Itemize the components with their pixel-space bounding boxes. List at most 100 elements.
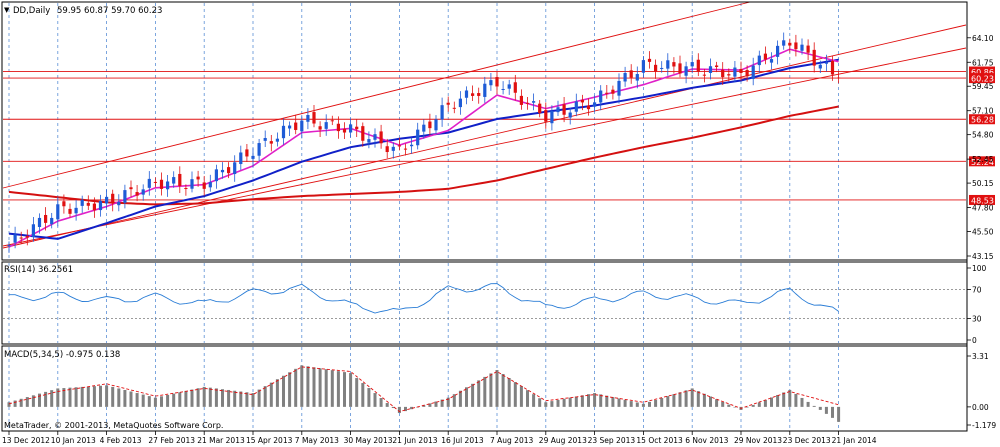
- x-tick-label: 10 Jan 2013: [51, 436, 96, 445]
- macd-bar: [166, 394, 170, 407]
- candle-body: [13, 234, 17, 243]
- macd-bar: [770, 397, 773, 407]
- macd-bar: [373, 393, 377, 407]
- rsi-panel[interactable]: [3, 283, 966, 319]
- candle-body: [800, 44, 804, 51]
- macd-bar: [727, 404, 731, 407]
- candle-body: [721, 69, 725, 78]
- candle-body: [147, 178, 151, 188]
- candle-body: [464, 90, 469, 98]
- x-tick-label: 6 Nov 2013: [685, 436, 728, 445]
- macd-bar: [221, 389, 224, 407]
- candle-body: [635, 74, 639, 81]
- candle-body: [196, 176, 200, 180]
- candle-body: [281, 125, 286, 139]
- dropdown-icon[interactable]: ▼: [4, 6, 10, 14]
- x-tick-label: 30 May 2013: [344, 436, 393, 445]
- candle-body: [257, 143, 261, 156]
- macd-bar: [74, 387, 78, 407]
- rsi-line: [9, 283, 839, 314]
- macd-bar: [428, 403, 432, 407]
- candle-body: [288, 125, 292, 129]
- candle-body: [428, 121, 432, 129]
- symbol-label: DD,Daily: [13, 6, 50, 16]
- candle-body: [788, 42, 792, 46]
- candle-body: [586, 105, 591, 110]
- candle-body: [391, 146, 395, 151]
- panel-frames: [1, 1, 968, 432]
- x-tick-label: 7 May 2013: [295, 436, 339, 445]
- candle-body: [367, 139, 371, 143]
- macd-bar: [721, 401, 725, 407]
- candle-body: [580, 99, 584, 103]
- macd-bar: [599, 394, 603, 407]
- macd-bar: [587, 394, 590, 407]
- macd-bar: [397, 406, 401, 414]
- level-price-label: 56.28: [971, 116, 994, 125]
- macd-bar: [275, 379, 279, 407]
- candle-body: [80, 199, 84, 206]
- level-price-tag: [969, 194, 995, 205]
- candle-body: [641, 60, 645, 73]
- candle-body: [471, 93, 475, 96]
- candle-body: [440, 105, 444, 120]
- candle-body: [123, 190, 127, 203]
- candle-body: [702, 74, 706, 76]
- candle-body: [220, 169, 225, 173]
- rsi-tick-label: 100: [972, 264, 987, 273]
- macd-panel[interactable]: [7, 365, 841, 422]
- level-price-tag: [969, 73, 995, 84]
- macd-bar: [776, 394, 780, 407]
- macd-bar: [257, 389, 261, 407]
- price-tick-label: 52.45: [972, 155, 994, 164]
- macd-bar: [837, 406, 841, 422]
- macd-bar: [513, 382, 517, 407]
- candle-body: [507, 84, 511, 89]
- macd-bar: [745, 406, 749, 408]
- candle-body: [385, 146, 389, 153]
- candle-body: [330, 120, 334, 122]
- candle-body: [300, 120, 304, 132]
- candle-body: [769, 59, 774, 63]
- candle-body: [294, 122, 298, 130]
- macd-bar: [635, 402, 639, 407]
- macd-bar: [733, 406, 737, 408]
- macd-bar: [68, 387, 72, 407]
- candle-body: [355, 126, 359, 130]
- macd-tick-label: -1.179: [972, 421, 996, 430]
- macd-label: MACD(5,34,5) -0.975 0.138: [4, 350, 120, 360]
- candle-body: [763, 53, 767, 60]
- macd-bar: [391, 406, 395, 409]
- macd-bar: [544, 402, 548, 407]
- rsi-tick-label: 70: [972, 286, 982, 295]
- candle-body: [233, 162, 237, 175]
- macd-bar: [214, 388, 218, 407]
- candle-body: [178, 173, 182, 186]
- candle-body: [31, 224, 35, 237]
- macd-bar: [7, 402, 11, 407]
- candle-body: [550, 111, 554, 124]
- macd-bar: [788, 389, 792, 407]
- x-tick-label: 16 Jul 2013: [441, 436, 484, 445]
- macd-bar: [501, 374, 505, 407]
- x-tick-label: 13 Dec 2012: [2, 436, 50, 445]
- macd-bar: [690, 388, 694, 407]
- price-tick-label: 59.45: [972, 82, 994, 91]
- x-tick-label: 7 Aug 2013: [490, 436, 533, 445]
- candle-body: [574, 101, 578, 112]
- macd-bar: [440, 399, 444, 407]
- macd-bar: [611, 397, 615, 407]
- candle-body: [501, 88, 505, 90]
- x-tick-label: 29 Nov 2013: [734, 436, 782, 445]
- trend-channel[interactable]: [2, 1, 967, 249]
- macd-bar: [92, 386, 96, 407]
- macd-bar: [336, 371, 340, 407]
- price-tick-label: 64.10: [972, 34, 994, 43]
- candle-body: [794, 42, 798, 50]
- candle-body: [654, 64, 658, 72]
- macd-bar: [532, 394, 536, 407]
- x-tick-label: 4 Feb 2013: [100, 436, 142, 445]
